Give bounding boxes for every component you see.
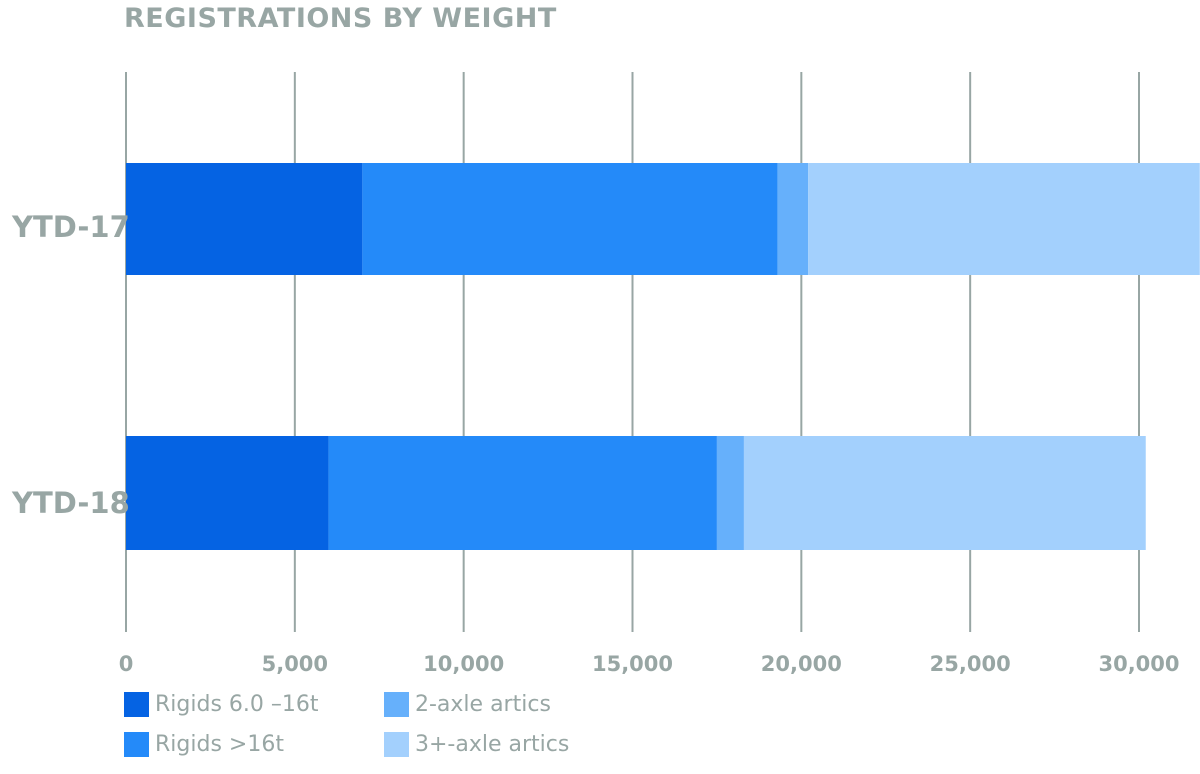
bars [126, 163, 1200, 550]
legend-swatch-0 [124, 692, 149, 717]
x-axis-tick-labels: 0 5,000 10,000 15,000 20,000 25,000 30,000 [119, 652, 1180, 676]
bar-segment-ytd-17-0 [126, 163, 363, 275]
bar-segment-ytd-18-2 [716, 436, 744, 550]
chart-title: REGISTRATIONS BY WEIGHT [124, 3, 557, 34]
legend-label-3: 3+-axle artics [415, 732, 569, 757]
legend-swatch-2 [384, 692, 409, 717]
bar-segment-ytd-17-2 [777, 163, 809, 275]
bar-segment-ytd-17-3 [808, 163, 1200, 275]
legend-swatch-3 [384, 732, 409, 757]
category-label-0: YTD-17 [11, 210, 130, 244]
legend-swatch-1 [124, 732, 149, 757]
x-tick-label-6: 30,000 [1098, 652, 1179, 676]
category-labels: YTD-17 YTD-18 [11, 210, 130, 520]
x-tick-label-2: 10,000 [423, 652, 504, 676]
bar-segment-ytd-18-1 [328, 436, 717, 550]
x-tick-label-5: 25,000 [930, 652, 1011, 676]
bar-segment-ytd-18-0 [126, 436, 329, 550]
bar-segment-ytd-17-1 [362, 163, 778, 275]
category-label-1: YTD-18 [11, 486, 130, 520]
legend-label-0: Rigids 6.0 –16t [155, 692, 319, 717]
legend: Rigids 6.0 –16t Rigids >16t 2-axle artics 3… [124, 692, 569, 757]
x-tick-label-1: 5,000 [262, 652, 328, 676]
x-tick-label-4: 20,000 [761, 652, 842, 676]
x-tick-label-3: 15,000 [592, 652, 673, 676]
legend-label-1: Rigids >16t [155, 732, 284, 757]
legend-label-2: 2-axle artics [415, 692, 551, 717]
x-tick-label-0: 0 [119, 652, 134, 676]
bar-segment-ytd-18-3 [743, 436, 1146, 550]
